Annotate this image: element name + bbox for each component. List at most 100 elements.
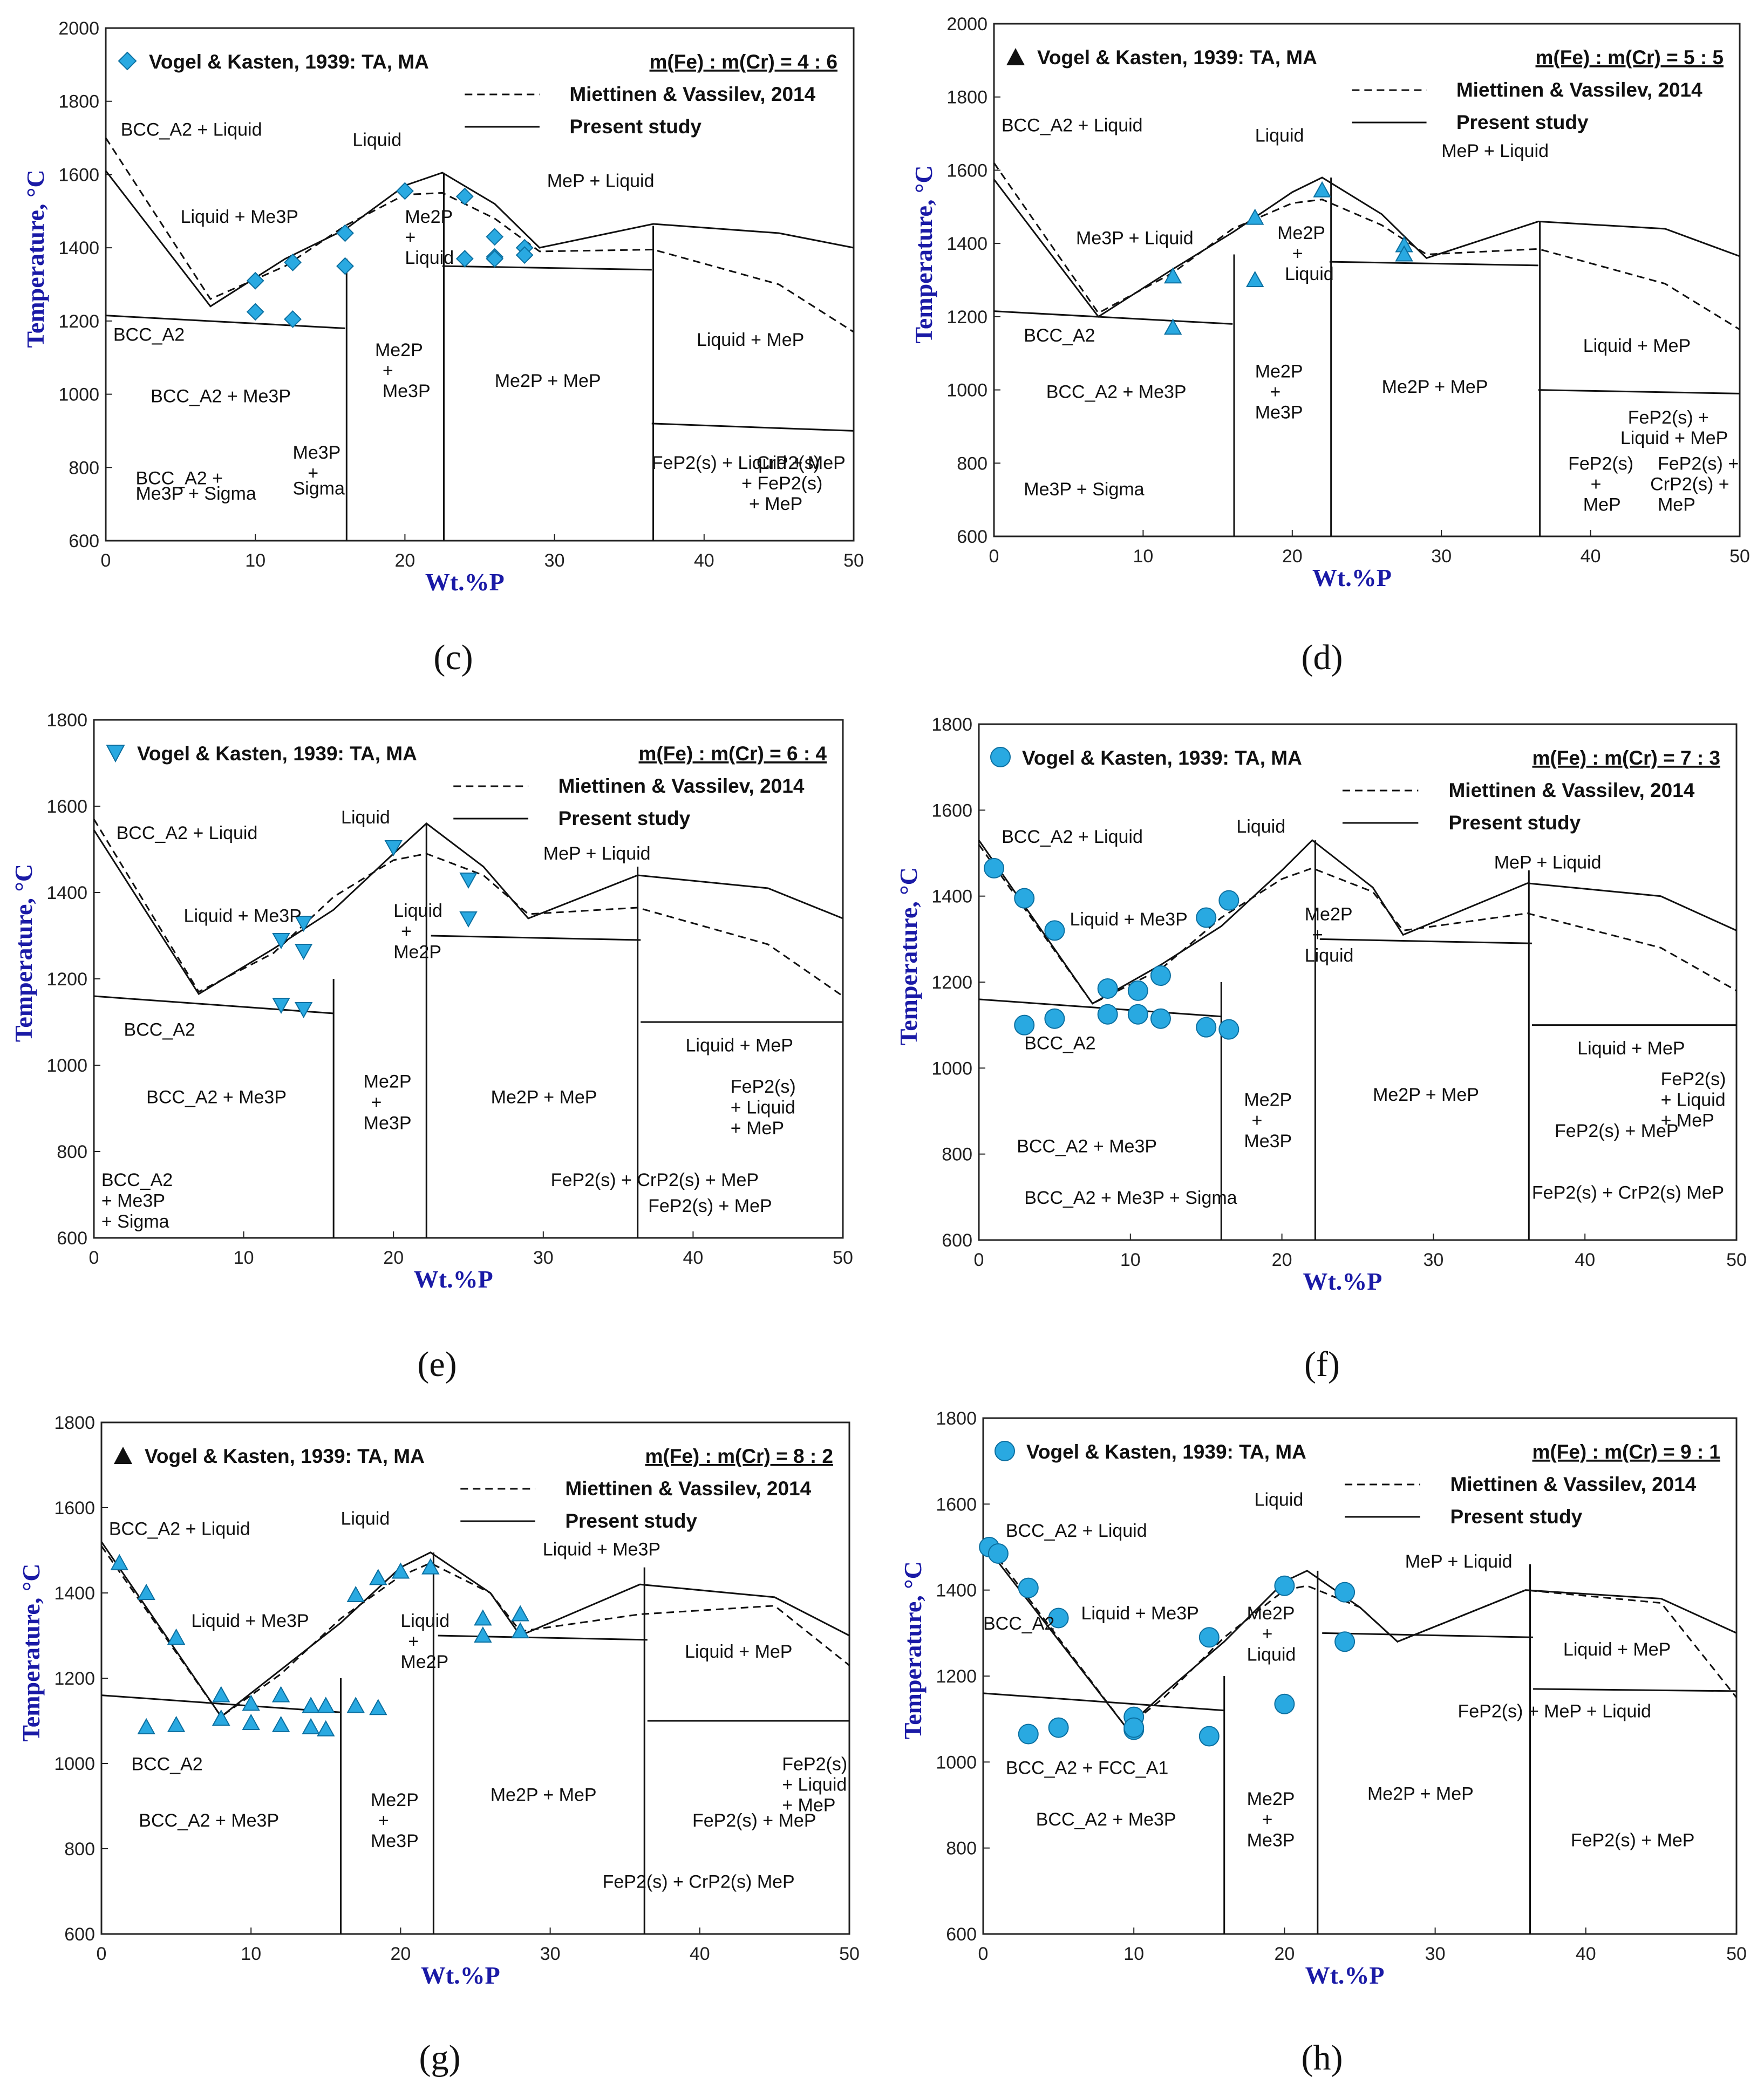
phase-region-label: BCC_A2 + Me3P bbox=[139, 1810, 279, 1831]
data-marker-triangle bbox=[167, 1715, 186, 1732]
phase-region-label: + MeP bbox=[782, 1795, 835, 1815]
panel-caption: (g) bbox=[419, 2038, 461, 2078]
data-marker-triangle bbox=[369, 1699, 387, 1715]
x-tick-label: 50 bbox=[1729, 546, 1750, 567]
data-marker-triangle bbox=[1395, 245, 1413, 262]
panel-caption: (f) bbox=[1304, 1345, 1340, 1384]
phase-region-label: + Me3P bbox=[101, 1190, 165, 1211]
phase-region-label: Liquid + Me3P bbox=[543, 1539, 660, 1559]
plot-frame bbox=[982, 1417, 1738, 1935]
y-tick-label: 1200 bbox=[54, 1668, 95, 1689]
data-marker-diamond bbox=[455, 187, 474, 206]
data-marker-triangle bbox=[212, 1709, 230, 1726]
legend-circle-icon bbox=[995, 1441, 1015, 1461]
y-tick-label: 1400 bbox=[936, 1581, 977, 1601]
data-marker-circle bbox=[1048, 1608, 1069, 1629]
phase-region-label: Me2P bbox=[1255, 362, 1303, 382]
x-tick-label: 30 bbox=[1423, 1250, 1443, 1270]
phase-region-label: Liquid bbox=[1247, 1644, 1296, 1665]
legend-triangle-icon bbox=[1006, 48, 1025, 65]
legend-solid-label: Present study bbox=[1456, 111, 1589, 133]
legend-circle-icon bbox=[990, 747, 1011, 767]
phase-region-label: BCC_A2 bbox=[101, 1170, 173, 1190]
composition-ratio-label: m(Fe) : m(Cr) = 5 : 5 bbox=[1536, 46, 1724, 69]
data-marker-triangle bbox=[110, 1554, 128, 1570]
x-axis-label: Wt.%P bbox=[425, 568, 505, 596]
legend-diamond-icon bbox=[118, 51, 137, 71]
miettinen-liquidus-line bbox=[105, 137, 854, 333]
eutectic-line bbox=[1322, 1632, 1534, 1638]
y-tick-label: 600 bbox=[57, 1228, 87, 1249]
phase-region-label: Me3P bbox=[293, 442, 341, 463]
phase-region-label: MeP + Liquid bbox=[1441, 141, 1549, 161]
phase-region-label: BCC_A2 + Liquid bbox=[1006, 1521, 1147, 1541]
x-tick-label: 10 bbox=[1123, 1944, 1144, 1964]
composition-ratio-label: m(Fe) : m(Cr) = 7 : 3 bbox=[1533, 747, 1720, 769]
solidus-line bbox=[993, 310, 1233, 325]
phase-region-label: FeP2(s) bbox=[1661, 1069, 1726, 1089]
y-tick-label: 800 bbox=[946, 1838, 977, 1859]
phase-region-label: Liquid + MeP bbox=[1583, 336, 1691, 356]
phase-region-label: + bbox=[1262, 1624, 1273, 1644]
x-tick-label: 50 bbox=[843, 550, 864, 571]
present-study-liquidus-line bbox=[105, 170, 854, 308]
phase-region-label: Me3P bbox=[1255, 403, 1303, 423]
solidus-line bbox=[983, 1692, 1224, 1712]
phase-region-label: + MeP bbox=[1661, 1111, 1714, 1131]
x-axis-label: Wt.%P bbox=[421, 1962, 500, 1989]
phase-region-label: MeP + Liquid bbox=[1494, 853, 1602, 873]
y-tick-label: 800 bbox=[69, 458, 99, 478]
y-tick-label: 1600 bbox=[58, 165, 99, 185]
data-marker-diamond bbox=[486, 250, 504, 268]
phase-region-label: FeP2(s) + MeP bbox=[648, 1196, 772, 1216]
phase-region-label: Me2P + MeP bbox=[1373, 1085, 1479, 1105]
phase-region-label: BCC_A2 + Me3P bbox=[146, 1087, 287, 1107]
phase-region-label: + Liquid bbox=[731, 1098, 795, 1118]
phase-region-label: FeP2(s) + MeP bbox=[1571, 1830, 1695, 1850]
phase-region-label: Me3P + Sigma bbox=[135, 483, 256, 504]
data-marker-triangle bbox=[1246, 270, 1264, 287]
data-marker-triangle-down bbox=[294, 944, 313, 961]
data-marker-circle bbox=[1150, 1008, 1171, 1029]
phase-region-label: Me2P + MeP bbox=[495, 371, 601, 391]
legend-experimental-label: Vogel & Kasten, 1939: TA, MA bbox=[149, 51, 429, 73]
phase-region-label: BCC_A2 bbox=[131, 1754, 202, 1775]
data-marker-circle bbox=[1218, 890, 1239, 911]
phase-region-label: FeP2(s) + CrP2(s) MeP bbox=[1532, 1183, 1724, 1203]
x-tick-label: 20 bbox=[1272, 1250, 1292, 1270]
phase-region-label: Me3P bbox=[371, 1831, 419, 1851]
legend-experimental-label: Vogel & Kasten, 1939: TA, MA bbox=[1037, 46, 1317, 69]
phase-region-label: Liquid bbox=[341, 1509, 390, 1529]
data-marker-circle bbox=[1014, 1014, 1035, 1036]
y-tick-label: 1000 bbox=[46, 1055, 87, 1076]
data-marker-diamond bbox=[284, 310, 302, 328]
data-marker-triangle-down bbox=[459, 911, 478, 928]
data-marker-triangle bbox=[242, 1713, 260, 1730]
data-marker-triangle bbox=[317, 1697, 335, 1713]
phase-region-label: Me3P + Liquid bbox=[1076, 228, 1194, 249]
data-marker-circle bbox=[1044, 1008, 1065, 1029]
data-marker-triangle bbox=[271, 1686, 290, 1702]
y-tick-label: 1400 bbox=[54, 1583, 95, 1604]
miettinen-liquidus-line bbox=[93, 819, 843, 997]
phase-region-label: Liquid bbox=[1305, 945, 1354, 966]
solidus-line bbox=[105, 315, 345, 329]
phase-region-label: Me2P bbox=[1244, 1089, 1292, 1110]
legend-dashed-label: Miettinen & Vassilev, 2014 bbox=[1448, 779, 1694, 801]
data-marker-circle bbox=[1014, 888, 1035, 909]
data-marker-triangle bbox=[137, 1583, 155, 1600]
phase-region-label: FeP2(s) + bbox=[1658, 454, 1739, 474]
data-marker-circle bbox=[984, 857, 1005, 878]
y-tick-label: 600 bbox=[69, 531, 99, 551]
phase-region-label: Liquid + Me3P bbox=[191, 1611, 309, 1631]
x-axis-label: Wt.%P bbox=[1303, 1268, 1382, 1295]
y-tick-label: 600 bbox=[957, 527, 987, 547]
data-marker-circle bbox=[1218, 1019, 1239, 1040]
phase-region-label: FeP2(s) + bbox=[1628, 407, 1709, 428]
phase-region-label: BCC_A2 + Me3P bbox=[1046, 382, 1187, 403]
phase-region-label: + Liquid bbox=[1661, 1089, 1726, 1110]
y-tick-label: 1400 bbox=[58, 238, 99, 258]
phase-region-label: Me3P bbox=[364, 1113, 412, 1133]
legend-solid-label: Present study bbox=[1450, 1506, 1583, 1528]
phase-region-label: Liquid + MeP bbox=[697, 330, 804, 350]
